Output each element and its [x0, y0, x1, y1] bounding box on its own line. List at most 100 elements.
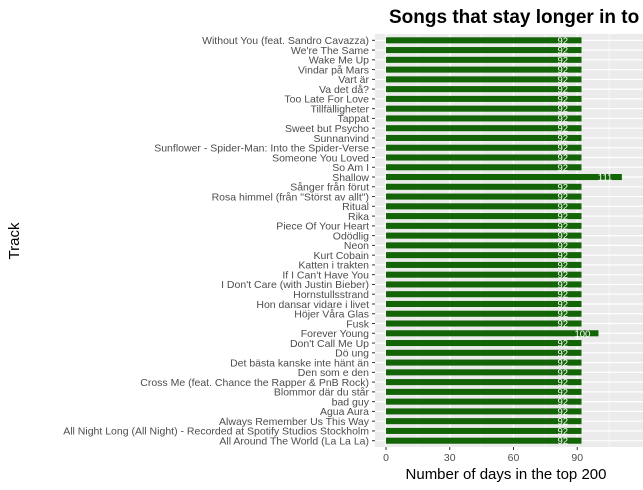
data-label: 92 — [557, 260, 568, 271]
y-tick-label: Forever Young — [301, 328, 369, 340]
data-label: 92 — [557, 85, 568, 96]
y-axis: Without You (feat. Sandro Cavazza)We're … — [63, 35, 375, 448]
bar — [386, 359, 582, 366]
bar — [386, 183, 582, 190]
bar — [386, 37, 582, 44]
y-tick-label: Den som e den — [298, 367, 369, 379]
data-label: 92 — [557, 251, 568, 262]
data-label: 92 — [557, 133, 568, 144]
bar — [386, 261, 582, 268]
y-tick-label: Neon — [344, 240, 369, 252]
y-tick-label: Sunnanvind — [314, 133, 370, 145]
x-tick-label: 30 — [444, 452, 456, 464]
data-label: 92 — [557, 270, 568, 281]
data-label: 92 — [557, 55, 568, 66]
bar — [386, 56, 582, 63]
bar — [386, 115, 582, 122]
y-tick-label: If I Can't Have You — [282, 269, 369, 281]
data-label: 92 — [557, 436, 568, 447]
data-label: 92 — [557, 212, 568, 223]
data-label: 92 — [557, 309, 568, 320]
data-label: 92 — [557, 75, 568, 86]
x-axis-title: Number of days in the top 200 — [406, 466, 607, 483]
bar — [386, 349, 582, 356]
bar — [386, 173, 622, 181]
bar — [386, 134, 582, 141]
data-label: 92 — [557, 124, 568, 135]
y-tick-label: Without You (feat. Sandro Cavazza) — [202, 35, 369, 47]
data-label: 92 — [557, 153, 568, 164]
x-axis: 0 30 60 90 — [383, 447, 583, 464]
y-tick-label: Cross Me (feat. Chance the Rapper & PnB … — [140, 377, 369, 389]
data-label: 92 — [557, 280, 568, 291]
bar — [386, 164, 582, 171]
bar — [386, 76, 582, 83]
data-label: 92 — [557, 358, 568, 369]
bar — [386, 398, 582, 405]
bar — [386, 408, 582, 415]
data-label: 92 — [557, 104, 568, 115]
data-labels: 9292929292929292929292929292111929292929… — [557, 36, 612, 447]
y-tick-label: Hon dansar vidare i livet — [256, 299, 369, 311]
bar — [386, 154, 582, 161]
y-tick-label: I Don't Care (with Justin Bieber) — [221, 279, 369, 291]
bar — [386, 271, 582, 278]
y-tick-label: Shallow — [332, 172, 369, 184]
plot-panel — [375, 34, 643, 447]
data-label: 92 — [557, 348, 568, 359]
y-tick-label: Too Late For Love — [284, 94, 369, 106]
bar — [386, 340, 582, 347]
bar — [386, 222, 582, 229]
y-tick-label: Sweet but Psycho — [285, 123, 369, 135]
bar — [386, 369, 582, 376]
x-tick-label: 0 — [383, 452, 389, 464]
y-tick-label: Wake Me Up — [309, 55, 369, 67]
data-label: 92 — [557, 114, 568, 125]
y-tick-label: Odödlig — [333, 230, 369, 242]
bar — [386, 437, 582, 444]
data-label: 92 — [557, 319, 568, 330]
x-tick-label: 90 — [571, 452, 583, 464]
data-label: 92 — [557, 65, 568, 76]
y-tick-label: Vindar på Mars — [298, 64, 369, 76]
data-label: 92 — [557, 231, 568, 242]
data-label: 92 — [557, 46, 568, 57]
data-label: 92 — [557, 417, 568, 428]
bar — [386, 291, 582, 298]
y-tick-label: Someone You Loved — [272, 152, 369, 164]
y-tick-label: Sunflower - Spider-Man: Into the Spider-… — [154, 143, 369, 155]
y-tick-label: Dö ung — [335, 348, 369, 360]
y-tick-label: Hornstullsstrand — [293, 289, 369, 301]
bar — [386, 320, 582, 327]
y-tick-label: Va det då? — [319, 84, 369, 96]
y-tick-label: We're The Same — [291, 45, 369, 57]
bar — [386, 193, 582, 200]
y-axis-title: Track — [6, 222, 23, 259]
data-label: 111 — [598, 173, 612, 184]
y-tick-label: bad guy — [332, 396, 370, 408]
data-label: 92 — [557, 290, 568, 301]
data-label: 92 — [557, 192, 568, 203]
bar — [386, 105, 582, 112]
y-tick-label: Piece Of Your Heart — [276, 221, 369, 233]
data-label: 92 — [557, 299, 568, 310]
x-tick-label: 60 — [508, 452, 520, 464]
bar — [386, 213, 582, 220]
y-tick-label: Höjer Våra Glas — [294, 309, 369, 321]
chart-title: Songs that stay longer in to — [389, 7, 639, 28]
bar — [386, 47, 582, 54]
bars — [386, 37, 622, 444]
y-tick-label: Fusk — [346, 318, 370, 330]
y-tick-label: Sånger från förut — [290, 182, 369, 194]
y-tick-label: All Around The World (La La La) — [219, 436, 369, 448]
data-label: 92 — [557, 426, 568, 437]
data-label: 92 — [557, 202, 568, 213]
y-tick-label: Blommor där du står — [274, 387, 370, 399]
data-label: 92 — [557, 241, 568, 252]
y-tick-label: Tillfälligheter — [310, 103, 369, 115]
data-label: 92 — [557, 407, 568, 418]
data-label: 92 — [557, 339, 568, 350]
bar — [386, 281, 582, 288]
bar — [386, 95, 582, 102]
